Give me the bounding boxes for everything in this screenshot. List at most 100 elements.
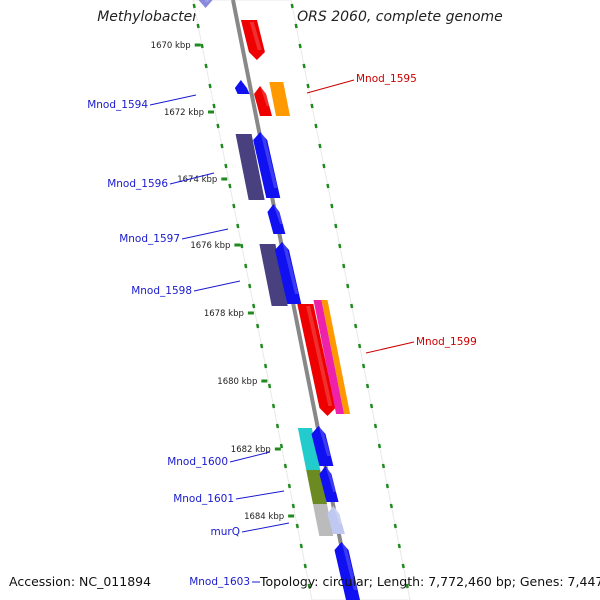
gene-murq-feature[interactable] xyxy=(312,504,334,536)
outer-guide-dot xyxy=(322,163,326,169)
gene-label-mnod-1597[interactable]: Mnod_1597 xyxy=(119,233,180,245)
accession-text: Accession: NC_011894 xyxy=(9,574,152,589)
inner-guide-dot xyxy=(291,503,295,509)
outer-guide-dot xyxy=(346,283,350,289)
outer-guide-dot xyxy=(334,223,338,229)
outer-guide-dot xyxy=(326,183,330,189)
gene-label-mnod-1596[interactable]: Mnod_1596 xyxy=(107,178,168,190)
kbp-label: 1684 kbp xyxy=(244,512,284,522)
gene-shine xyxy=(249,22,262,50)
inner-guide-dot xyxy=(303,563,307,569)
gene-shine xyxy=(260,88,270,106)
gene-mnod-1596-feature[interactable] xyxy=(235,134,265,200)
inner-guide-dot xyxy=(295,523,299,529)
inner-guide-dot xyxy=(216,123,220,129)
inner-guide-dot xyxy=(240,243,244,249)
inner-guide-dot xyxy=(256,323,260,329)
inner-guide-dot xyxy=(283,463,288,469)
inner-guide-dot xyxy=(267,383,272,389)
gene-mnod-1599[interactable] xyxy=(297,304,336,416)
gene-label-mnod-1603[interactable]: Mnod_1603 xyxy=(189,576,250,588)
inner-guide-dot xyxy=(307,583,311,589)
inner-guide-dot xyxy=(204,63,208,69)
outer-guide-dot xyxy=(314,123,318,129)
inner-guide-dot xyxy=(248,283,252,289)
gene-shine xyxy=(333,508,343,524)
inner-guide-dot xyxy=(232,203,236,209)
gene-shine xyxy=(274,206,284,224)
gene-shine xyxy=(319,428,331,456)
gene-partial-top[interactable] xyxy=(197,0,213,8)
gene-label-murq[interactable]: murQ xyxy=(211,526,240,538)
gene-shine xyxy=(326,468,337,492)
outer-guide-dot xyxy=(385,483,390,489)
gene-label-mnod-1601[interactable]: Mnod_1601 xyxy=(173,493,234,505)
outer-guide-dot xyxy=(330,203,334,209)
outer-guide-dot xyxy=(377,443,382,449)
outer-guide-dot xyxy=(342,263,346,269)
label-leader-line xyxy=(235,490,285,500)
outer-guide-dot xyxy=(318,143,322,149)
inner-guide-dot xyxy=(263,363,268,369)
outer-guide-dot xyxy=(310,103,314,109)
gene-label-mnod-1595[interactable]: Mnod_1595 xyxy=(356,73,417,85)
gene-red-top[interactable] xyxy=(240,20,265,60)
gene-mnod-1603[interactable] xyxy=(334,542,360,600)
gene-mnod-1600-feature[interactable] xyxy=(297,428,321,470)
gene-label-mnod-1598[interactable]: Mnod_1598 xyxy=(131,285,192,297)
kbp-label: 1672 kbp xyxy=(164,108,204,118)
kbp-label: 1670 kbp xyxy=(151,41,191,51)
outer-guide-dot xyxy=(365,383,370,389)
gene-shine xyxy=(306,306,333,406)
gene-label-mnod-1599[interactable]: Mnod_1599 xyxy=(416,336,477,348)
outer-guide-dot xyxy=(306,83,310,89)
gene-shine xyxy=(342,544,358,590)
kbp-label: 1674 kbp xyxy=(177,175,217,185)
inner-guide-dot xyxy=(196,23,200,29)
inner-guide-dot xyxy=(287,483,292,489)
kbp-label: 1678 kbp xyxy=(204,309,244,319)
label-leader-line xyxy=(229,451,271,463)
inner-guide-dot xyxy=(236,223,240,229)
gene-shine xyxy=(260,134,278,188)
gene-shine xyxy=(204,0,209,2)
outer-guide-dot xyxy=(294,23,298,29)
outer-guide-dot xyxy=(354,323,358,329)
gene-mnod-1599-feature[interactable] xyxy=(313,300,345,414)
summary-text: Topology: circular; Length: 7,772,460 bp… xyxy=(260,574,600,589)
outer-guide-dot xyxy=(389,503,393,509)
outer-guide-dot xyxy=(358,343,362,349)
inner-guide-dot xyxy=(208,83,212,89)
gene-mnod-1600[interactable] xyxy=(311,426,334,466)
label-leader-line xyxy=(193,280,241,292)
gene-mnod-1598-feature[interactable] xyxy=(259,244,288,306)
kbp-label: 1680 kbp xyxy=(217,377,257,387)
label-leader-line xyxy=(181,228,229,240)
label-leader-line xyxy=(149,94,197,106)
gene-mnod-1598[interactable] xyxy=(274,242,302,304)
track-band xyxy=(192,0,411,600)
outer-guide-dot xyxy=(405,583,409,589)
gene-mnod-1601[interactable] xyxy=(319,466,339,502)
label-leader-line xyxy=(306,79,355,94)
gene-murq[interactable] xyxy=(327,506,345,534)
gene-mnod-1596[interactable] xyxy=(253,132,281,198)
gene-mnod-1597[interactable] xyxy=(267,204,286,234)
inner-guide-dot xyxy=(192,3,196,9)
gene-mnod-1595-feature[interactable] xyxy=(269,82,291,116)
outer-guide-dot xyxy=(338,243,342,249)
gene-mnod-1599-feature-2[interactable] xyxy=(321,300,351,414)
outer-guide-dot xyxy=(361,363,366,369)
gene-label-mnod-1600[interactable]: Mnod_1600 xyxy=(167,456,228,468)
gene-mnod-1595[interactable] xyxy=(254,86,273,116)
inner-guide-dot xyxy=(224,163,228,169)
outer-guide-dot xyxy=(302,63,306,69)
inner-guide-dot xyxy=(200,43,204,49)
outer-guide-dot xyxy=(397,543,401,549)
kbp-label: 1682 kbp xyxy=(231,445,271,455)
outer-guide-dot xyxy=(369,403,374,409)
gene-label-mnod-1594[interactable]: Mnod_1594 xyxy=(87,99,148,111)
kbp-label: 1676 kbp xyxy=(190,241,230,251)
inner-guide-dot xyxy=(275,423,280,429)
gene-mnod-1594[interactable] xyxy=(234,80,250,94)
